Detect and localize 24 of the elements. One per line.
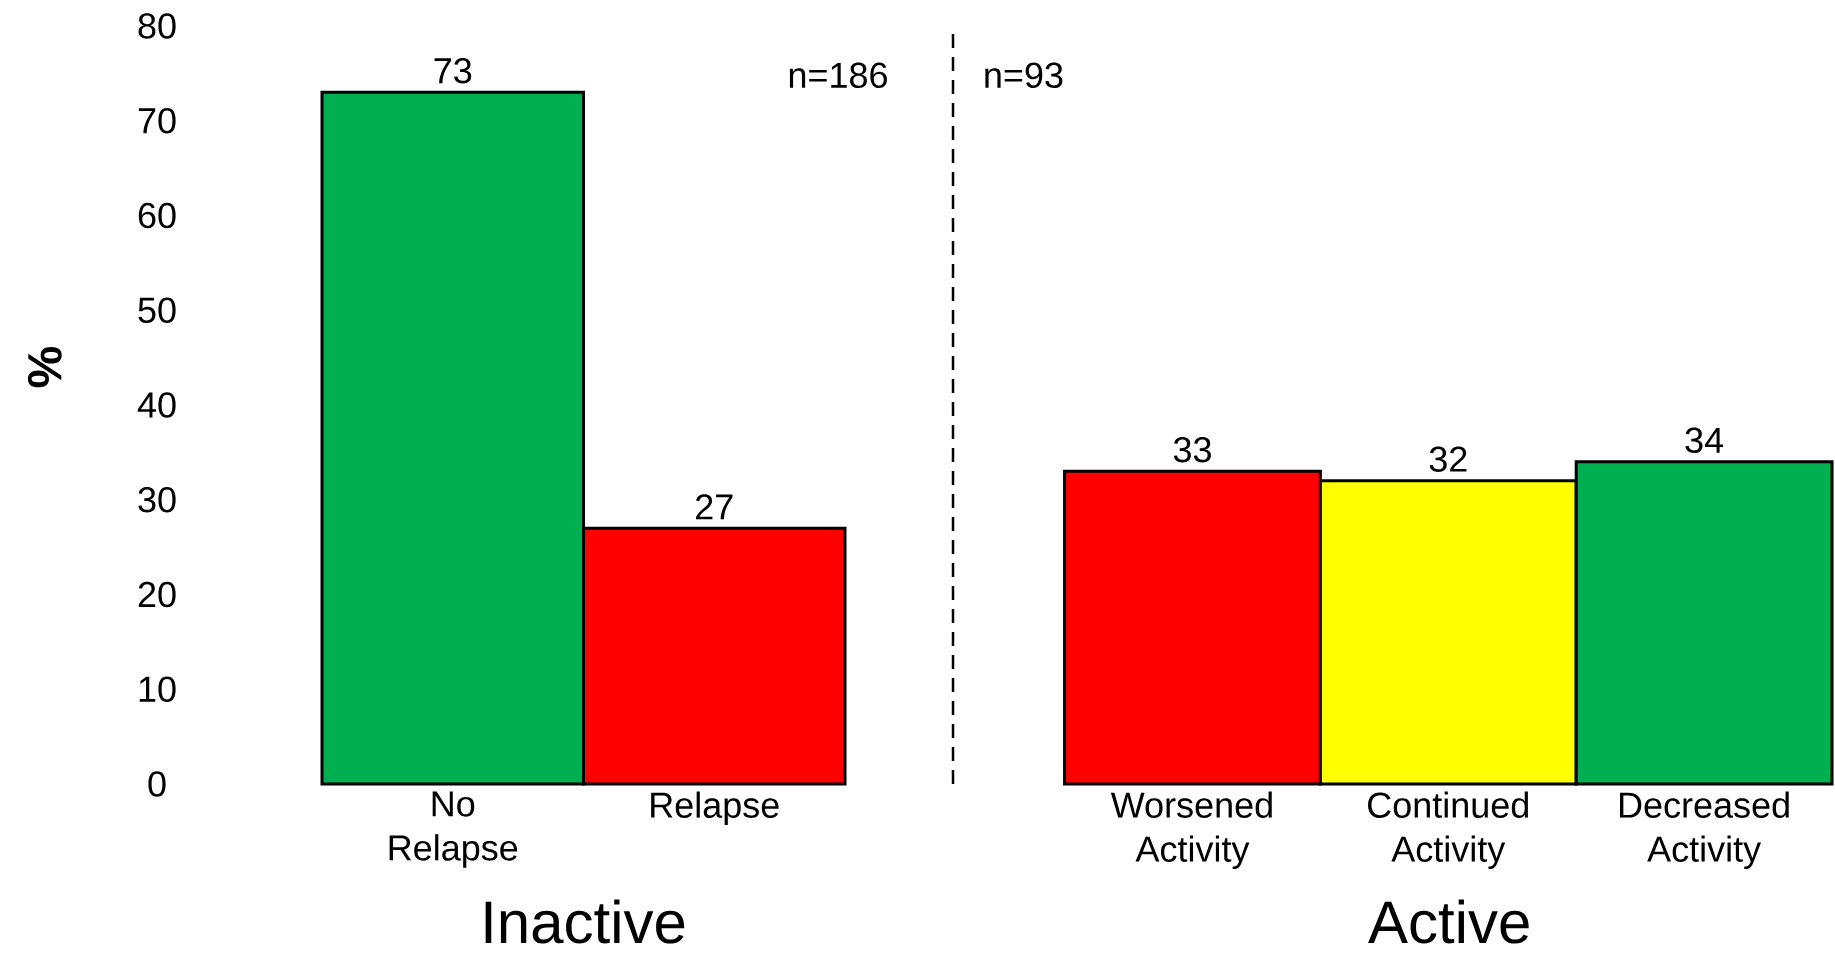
data-label: 34 xyxy=(1685,427,1724,453)
y-tick-label: 10 xyxy=(139,676,176,702)
data-label: 33 xyxy=(1173,437,1211,463)
y-tick-label: 70 xyxy=(138,108,176,134)
y-tick-label: 50 xyxy=(138,297,176,323)
x-tick-label: Worsened Activity xyxy=(1110,791,1272,870)
data-label: 32 xyxy=(1429,446,1467,472)
x-axis-title: Active xyxy=(1368,899,1529,944)
y-axis-title: % xyxy=(27,347,62,388)
y-tick-label: 40 xyxy=(137,392,176,418)
y-tick-label: 30 xyxy=(138,487,176,513)
annotation: n=186 xyxy=(789,62,887,88)
x-tick-label: No Relapse xyxy=(389,791,518,868)
data-label: 27 xyxy=(696,494,733,520)
y-tick-label: 20 xyxy=(138,581,176,608)
x-tick-label: Decreased Activity xyxy=(1620,791,1789,870)
y-tick-label: 0 xyxy=(148,771,166,797)
data-label: 73 xyxy=(434,58,472,84)
x-tick-label: Relapse xyxy=(651,791,779,826)
x-axis-title: Inactive xyxy=(485,899,685,944)
x-tick-label: Continued Activity xyxy=(1368,791,1528,870)
text: n=93 xyxy=(985,62,1063,88)
y-tick-label: 60 xyxy=(138,202,176,229)
y-tick-label: 80 xyxy=(138,13,176,39)
